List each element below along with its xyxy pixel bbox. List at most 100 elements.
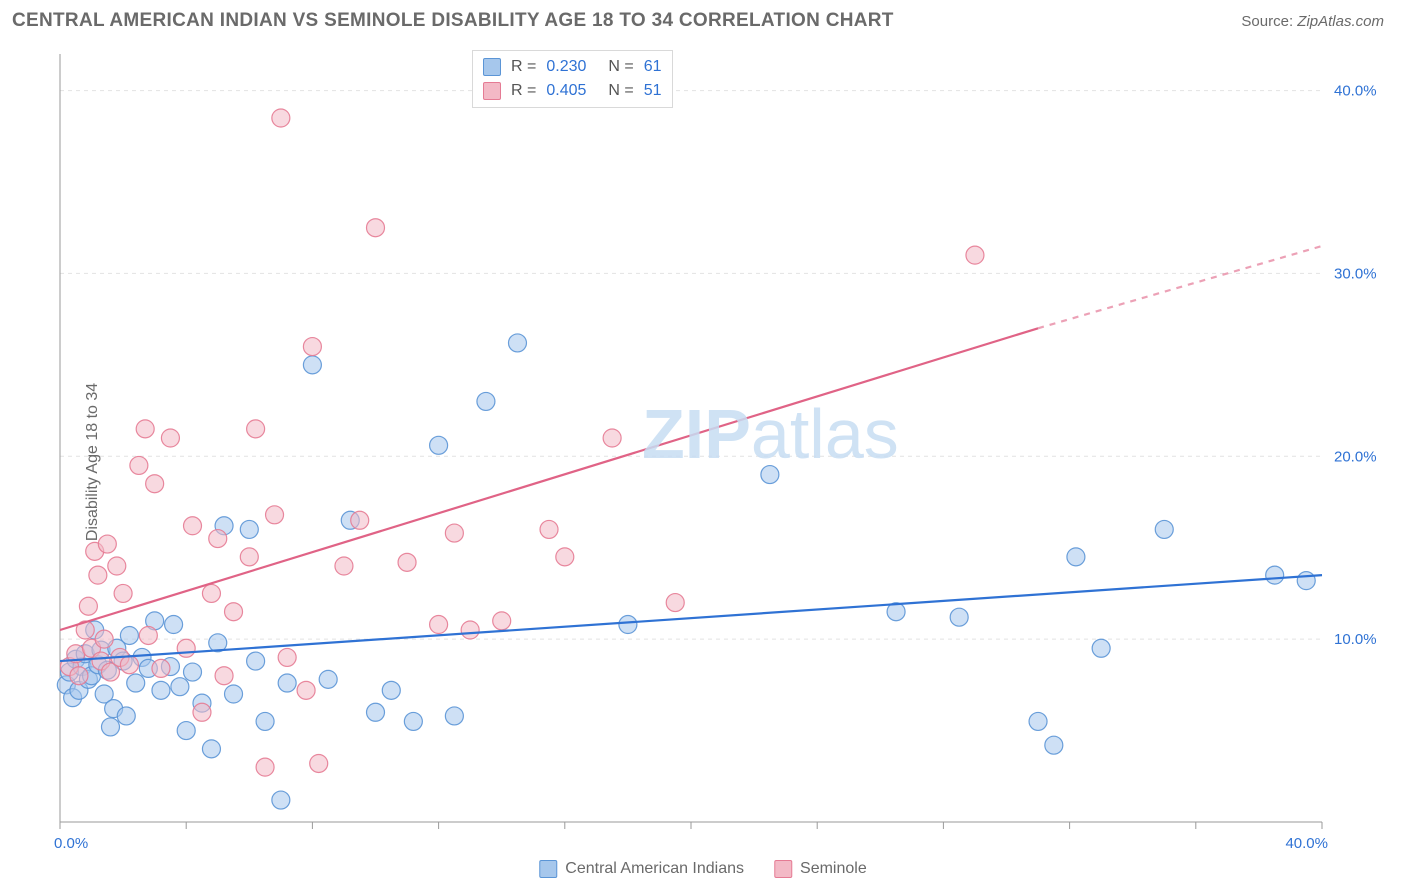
data-point [120, 656, 138, 674]
data-point [89, 566, 107, 584]
stat-n-label: N = [608, 79, 633, 103]
data-point [95, 630, 113, 648]
data-point [130, 456, 148, 474]
data-point [272, 791, 290, 809]
chart-container: Disability Age 18 to 34 10.0%20.0%30.0%4… [12, 44, 1394, 880]
data-point [430, 616, 448, 634]
stat-r-value: 0.405 [546, 79, 586, 103]
series-swatch [483, 82, 501, 100]
stats-row: R = 0.405 N = 51 [483, 79, 662, 103]
legend-label: Central American Indians [565, 860, 744, 878]
data-point [278, 648, 296, 666]
data-point [247, 652, 265, 670]
y-tick-label: 10.0% [1334, 631, 1377, 648]
data-point [215, 667, 233, 685]
series-swatch [483, 58, 501, 76]
data-point [603, 429, 621, 447]
data-point [508, 334, 526, 352]
data-point [114, 584, 132, 602]
data-point [556, 548, 574, 566]
data-point [108, 557, 126, 575]
data-point [278, 674, 296, 692]
data-point [1266, 566, 1284, 584]
trend-line-extrapolated [1038, 246, 1322, 328]
stat-n-label: N = [608, 55, 633, 79]
data-point [430, 436, 448, 454]
y-axis-label: Disability Age 18 to 34 [84, 383, 102, 541]
data-point [225, 685, 243, 703]
data-point [404, 712, 422, 730]
x-start-label: 0.0% [54, 835, 88, 852]
data-point [367, 703, 385, 721]
data-point [101, 718, 119, 736]
legend-swatch [774, 860, 792, 878]
legend-label: Seminole [800, 860, 867, 878]
data-point [272, 109, 290, 127]
data-point [152, 681, 170, 699]
data-point [461, 621, 479, 639]
data-point [225, 603, 243, 621]
source-site: ZipAtlas.com [1297, 13, 1384, 30]
data-point [398, 553, 416, 571]
data-point [240, 520, 258, 538]
data-point [70, 667, 88, 685]
data-point [247, 420, 265, 438]
correlation-stats-box: R = 0.230 N = 61 R = 0.405 N = 51 [472, 50, 673, 108]
data-point [165, 616, 183, 634]
data-point [445, 524, 463, 542]
data-point [266, 506, 284, 524]
data-point [1029, 712, 1047, 730]
data-point [171, 678, 189, 696]
x-end-label: 40.0% [1285, 835, 1328, 852]
data-point [666, 594, 684, 612]
data-point [445, 707, 463, 725]
data-point [761, 466, 779, 484]
data-point [177, 639, 195, 657]
data-point [146, 475, 164, 493]
stat-r-value: 0.230 [546, 55, 586, 79]
y-tick-label: 40.0% [1334, 83, 1377, 100]
data-point [256, 758, 274, 776]
data-point [367, 219, 385, 237]
legend-swatch [539, 860, 557, 878]
stat-n-value: 61 [644, 55, 662, 79]
stat-r-label: R = [511, 79, 536, 103]
data-point [1297, 572, 1315, 590]
data-point [184, 517, 202, 535]
data-point [193, 703, 211, 721]
data-point [966, 246, 984, 264]
data-point [303, 356, 321, 374]
legend-item: Seminole [774, 860, 867, 878]
data-point [297, 681, 315, 699]
data-point [79, 597, 97, 615]
data-point [477, 392, 495, 410]
legend: Central American Indians Seminole [539, 860, 866, 878]
trend-line [60, 575, 1322, 661]
data-point [117, 707, 135, 725]
data-point [202, 584, 220, 602]
data-point [1045, 736, 1063, 754]
stat-r-label: R = [511, 55, 536, 79]
data-point [1155, 520, 1173, 538]
data-point [139, 626, 157, 644]
data-point [136, 420, 154, 438]
source-attribution: Source: ZipAtlas.com [1241, 13, 1384, 30]
data-point [209, 530, 227, 548]
data-point [319, 670, 337, 688]
data-point [161, 429, 179, 447]
data-point [540, 520, 558, 538]
data-point [303, 338, 321, 356]
stat-n-value: 51 [644, 79, 662, 103]
chart-title: CENTRAL AMERICAN INDIAN VS SEMINOLE DISA… [12, 10, 894, 32]
data-point [177, 722, 195, 740]
data-point [152, 659, 170, 677]
data-point [310, 754, 328, 772]
data-point [120, 626, 138, 644]
data-point [202, 740, 220, 758]
scatter-chart: 10.0%20.0%30.0%40.0%0.0%40.0% [12, 44, 1394, 880]
trend-line [60, 328, 1038, 630]
data-point [127, 674, 145, 692]
data-point [335, 557, 353, 575]
data-point [1067, 548, 1085, 566]
data-point [619, 616, 637, 634]
